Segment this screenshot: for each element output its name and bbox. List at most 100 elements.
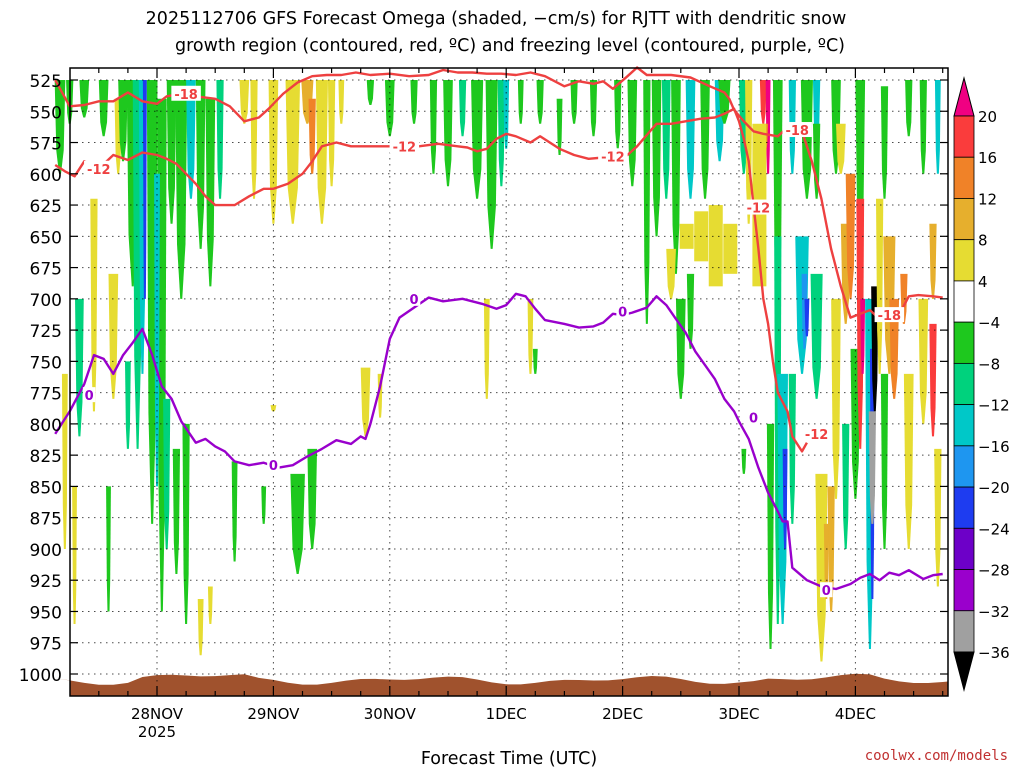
y-tick-label: 1000 (19, 666, 62, 686)
colorbar-label: −36 (978, 644, 1010, 662)
colorbar: 20 16 12 8 4 −4 −8 −12 −16 −20 −24 −28 −32 −36 (953, 76, 1010, 692)
omega-shade-streak (270, 405, 277, 412)
omega-shade-streak (118, 80, 128, 162)
omega-shade-streak (216, 80, 224, 199)
grid-lines (70, 68, 948, 696)
colorbar-label: 16 (978, 149, 997, 167)
omega-shade-streak (804, 298, 810, 337)
chart-title-line2: growth region (contoured, red, ºC) and f… (175, 36, 845, 56)
omega-shade-streak (443, 80, 453, 187)
omega-shade-streak (261, 486, 267, 524)
colorbar-segment (953, 156, 975, 199)
omega-shade-streak (651, 80, 662, 237)
y-tick-label: 875 (30, 510, 62, 530)
colorbar-segment (953, 280, 975, 323)
y-tick-label: 725 (30, 322, 62, 342)
omega-shade-streak (250, 80, 258, 199)
contour-label-bg (171, 85, 201, 101)
y-tick-label: 825 (30, 447, 62, 467)
omega-shade-block (723, 223, 738, 274)
y-tick-label: 575 (30, 135, 62, 155)
omega-shade-streak (315, 80, 328, 224)
colorbar-label: −8 (978, 355, 1000, 373)
colorbar-label: 8 (978, 232, 988, 250)
omega-shade-streak (98, 80, 109, 137)
colorbar-segment (953, 569, 975, 612)
colorbar-label: 20 (978, 108, 997, 126)
omega-shade-streak (458, 80, 467, 137)
omega-shade-streak (903, 373, 914, 549)
omega-shade-streak (815, 473, 828, 662)
omega-shade-streak (485, 80, 498, 249)
omega-shade-streak (366, 80, 375, 106)
x-tick-label: 30NOV (364, 705, 417, 723)
contour-label-bg (801, 425, 832, 441)
omega-shade-streak (666, 248, 676, 299)
x-tick-label: 29NOV (247, 705, 300, 723)
omega-shade-streak (919, 80, 927, 174)
x-tick-label: 2DEC (602, 705, 643, 723)
colorbar-segment (953, 445, 975, 488)
omega-shade-streak (197, 598, 204, 656)
omega-shade-streak (338, 80, 345, 124)
colorbar-segment (953, 115, 975, 158)
omega-shade-streak (627, 80, 638, 187)
plot-background (70, 68, 948, 696)
omega-shade-block (708, 205, 723, 287)
omega-shade-streak (154, 173, 160, 487)
omega-shade-streak (614, 80, 622, 149)
colorbar-label: 4 (978, 273, 988, 291)
omega-shade-streak (836, 123, 846, 174)
omega-shade-streak (759, 80, 767, 124)
y-tick-label: 900 (30, 541, 62, 561)
omega-shade-streak (186, 80, 196, 199)
omega-shade-streak (929, 323, 937, 437)
x-axis-title: Forecast Time (UTC) (421, 749, 597, 768)
contour-label: -12 (805, 428, 829, 443)
contour-label-bg (598, 148, 628, 164)
colorbar-segment (953, 239, 975, 282)
contour-label-bg (267, 457, 280, 473)
colorbar-label: −4 (978, 314, 1000, 332)
omega-shade-streak (54, 80, 66, 174)
omega-shade-streak (685, 80, 696, 199)
colorbar-label: −16 (978, 438, 1010, 456)
contour-label-bg (84, 160, 114, 176)
chart-title-line1: 2025112706 GFS Forecast Omega (shaded, −… (146, 9, 847, 29)
omega-shade-streak (195, 80, 206, 249)
omega-shade-streak (360, 367, 371, 437)
contour-label-bg (407, 290, 421, 306)
y-tick-label: 975 (30, 635, 62, 655)
x-axis: 28NOV 29NOV 30NOV 1DEC 2DEC 3DEC 4DEC 2025 (98, 68, 944, 741)
contour-label-bg (747, 409, 760, 425)
omega-shade-streak (556, 98, 563, 156)
omega-shade-streak (503, 80, 510, 149)
credit-text: coolwx.com/models (865, 748, 1008, 764)
contour-line (54, 292, 943, 591)
omega-shade-streak (307, 448, 318, 549)
omega-shade-streak (207, 586, 213, 624)
omega-shade-streak (880, 86, 889, 199)
omega-shade-streak (856, 198, 865, 449)
colorbar-segment (953, 362, 975, 406)
y-tick-label: 850 (30, 478, 62, 498)
colorbar-segment (953, 404, 975, 447)
x-tick-label: 4DEC (835, 705, 876, 723)
contour-label: -18 (785, 124, 809, 139)
x-tick-label: 3DEC (718, 705, 759, 723)
omega-shade-streak (61, 373, 68, 549)
omega-shade-streak (589, 80, 598, 137)
omega-shade-streak (163, 398, 171, 549)
contour-label-bg (874, 307, 905, 323)
omega-shade-streak (700, 80, 710, 199)
colorbar-label: −28 (978, 562, 1010, 580)
omega-shade-streak (860, 298, 866, 374)
omega-shade-streak (934, 80, 941, 174)
contour-label-bg (782, 122, 812, 138)
omega-shade-streak (823, 523, 829, 599)
colorbar-label: −12 (978, 397, 1010, 415)
contour-label: -12 (747, 202, 771, 217)
plot-border (69, 67, 949, 697)
omega-shade-streak (532, 348, 538, 374)
